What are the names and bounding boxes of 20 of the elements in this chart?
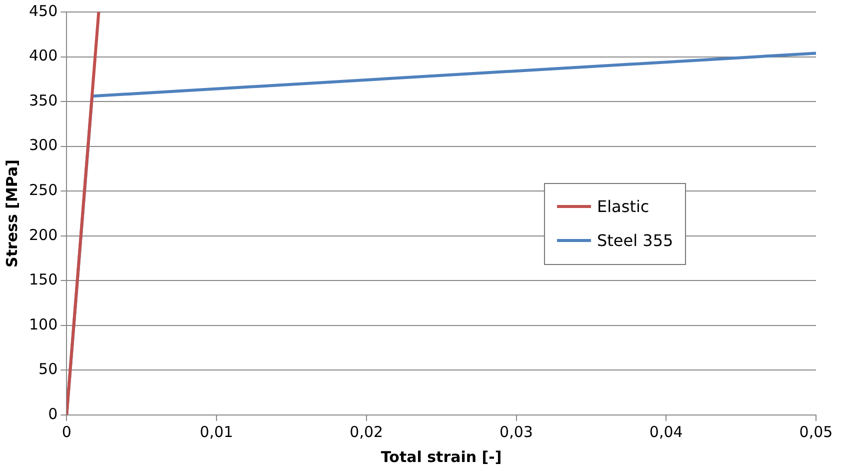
- y-tick-label: 250: [28, 181, 58, 199]
- legend-label: Steel 355: [597, 231, 674, 250]
- x-tick-label: 0: [62, 422, 72, 441]
- y-tick-label: 200: [28, 226, 58, 244]
- y-tick-label: 300: [28, 136, 58, 154]
- y-tick-label: 400: [28, 46, 58, 65]
- x-tick-label: 0,05: [799, 422, 833, 441]
- y-tick-label: 150: [28, 270, 58, 289]
- y-tick-label: 50: [38, 360, 58, 378]
- y-tick-label: 0: [48, 404, 58, 423]
- x-tick-label: 0,01: [200, 422, 234, 441]
- x-tick-label: 0,04: [649, 422, 683, 441]
- y-axis-title: Stress [MPa]: [2, 160, 21, 268]
- legend-label: Elastic: [597, 197, 650, 216]
- y-tick-label: 350: [28, 91, 58, 110]
- y-tick-label: 450: [28, 2, 58, 20]
- x-tick-label: 0,03: [500, 422, 533, 441]
- x-tick-label: 0,02: [350, 422, 384, 441]
- x-axis-title: Total strain [-]: [380, 448, 502, 466]
- y-tick-label: 100: [28, 315, 58, 334]
